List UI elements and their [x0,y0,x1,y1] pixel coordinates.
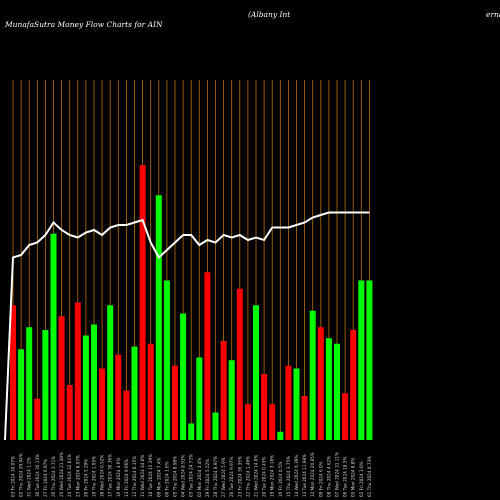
x-tick-labels: 03 Fri 2024 10.07% 02 Thu 2024 29.94% 31 W… [11,452,372,497]
x-tick-label: 14 Wed 2024 6.39% [294,455,299,497]
money-flow-bar [42,330,49,440]
x-tick-label: 04 Wed 2024 8.91% [181,455,186,497]
x-tick-label: 09 Mon 2024 7.4% [156,458,161,497]
x-tick-label: 22 Thu 2024 1.46% [245,456,250,497]
money-flow-bar [285,365,292,440]
money-flow-bar [26,327,33,440]
x-tick-label: 11 Wed 2024 44.0% [140,455,145,497]
x-tick-label: 02 Thu 2024 29.94% [19,453,24,497]
x-tick-label: 17 Tue 2024 30.36% [108,454,113,497]
x-tick-label: 18 Wed 2024 0.52% [100,455,105,497]
money-flow-bar [253,305,259,440]
x-tick-label: 02 Fri 2024 3.0% [359,461,364,497]
money-flow-bar [220,341,227,440]
grid-lines [12,80,370,440]
money-flow-bar [155,195,162,440]
x-tick-label: 02 Mon 2024 3.4% [197,458,202,497]
x-tick-label: 29 Fri 2024 5.52% [205,459,210,497]
money-flow-bar [228,360,235,440]
x-tick-label: 19 Thu 2024 1.95% [92,456,97,497]
money-flow-bar [107,305,114,440]
x-tick-label: 30 Tue 2024 35.13% [35,454,40,497]
x-tick-label: 13 Tue 2024 11.98% [302,454,307,497]
site-title: MunafaSutra Money Flow Charts for AIN [5,20,163,29]
x-tick-label: 20 Tue 2024 0.43% [262,457,267,497]
x-tick-label: 13 Fri 2024 9.66% [124,459,129,497]
money-flow-bar [131,346,138,440]
x-tick-label: 06 Tue 2024 18.5% [343,457,348,497]
x-tick-label: 12 Thu 2024 0.35% [132,456,137,497]
money-flow-bar [10,305,16,440]
x-tick-label: 12 Mon 2024 20.85% [310,452,315,497]
money-flow-bar [180,313,187,440]
money-flow-bars [10,165,373,440]
x-tick-label: 09 Fri 2024 6.0% [318,461,323,497]
money-flow-bar [325,338,332,440]
money-flow-bar [277,431,284,440]
money-flow-bar [99,368,106,440]
money-flow-bar [50,233,57,440]
money-flow-bar [147,343,154,440]
money-flow-bar [115,354,122,440]
money-flow-bar [172,365,178,440]
money-flow-bar [82,335,89,440]
x-tick-label: 27 Wed 2024 5.9% [221,457,226,497]
x-tick-label: 28 Thu 2024 8.97% [213,456,218,497]
money-flow-bar [91,324,97,440]
money-flow-bar [293,368,300,440]
money-flow-bar [123,390,130,440]
x-tick-label: 23 Fri 2024 36.35% [237,456,242,497]
money-flow-bar [350,330,357,440]
x-tick-label: 24 Tue 2024 32.01% [67,454,72,497]
money-flow-bar [236,288,243,440]
money-flow-bar [342,393,349,440]
money-flow-bar [358,280,365,440]
x-tick-label: 21 Wed 2024 14.0% [254,455,259,497]
money-flow-bar [204,272,211,440]
money-flow-bar [34,398,41,440]
price-line [4,211,370,441]
x-tick-label: 16 Mon 2024 4.6% [116,458,121,497]
money-flow-bar [139,165,146,440]
x-tick-label: 23 Mon 2024 8.97% [75,455,80,497]
x-tick-label: 15 Thu 2024 3.75% [286,456,291,497]
money-flow-bar [301,396,308,440]
x-tick-label: 31 Wed 2024 1.2% [27,457,32,497]
money-flow-bar [66,385,73,440]
x-tick-label: 26 Thu 2024 3.71% [51,456,56,497]
money-flow-bar [163,280,170,440]
money-flow-bar [261,374,268,440]
x-tick-label: 10 Tue 2024 15.39% [148,454,153,497]
money-flow-bar [212,412,219,440]
x-tick-label: 03 Tue 2024 24.72% [189,454,194,497]
money-flow-bar [366,280,373,440]
x-tick-label: 05 Mon 2024 8.8% [351,458,356,497]
money-flow-bar [74,302,81,440]
money-flow-bar [188,423,195,440]
x-tick-label: 19 Mon 2024 3.18% [270,455,275,497]
money-flow-bar [58,316,65,440]
x-tick-label: 25 Wed 2024 21.48% [59,452,64,497]
x-tick-label: 05 Thu 2024 8.98% [173,456,178,497]
money-flow-bar [269,404,276,440]
money-flow-bar [309,310,316,440]
x-tick-label: 07 Wed 2024 31.11% [335,452,340,497]
x-tick-label: 20 Fri 2024 5.29% [83,459,88,497]
money-flow-bar [317,327,324,440]
x-tick-label: 26 Tue 2024 9.97% [229,457,234,497]
money-flow-bar [196,357,203,440]
x-tick-label: 03 Fri 2024 10.07% [11,456,16,497]
x-tick-label: 27 Fri 2024 6.97% [43,459,48,497]
company-name-overflow: erna [486,10,500,19]
x-tick-label: 08 Thu 2024 4.62% [326,456,331,497]
money-flow-bar [18,349,25,440]
price-line-group [4,211,370,441]
company-name: (Albany Int [248,10,291,19]
money-flow-bar [244,404,251,440]
x-tick-label: 06 Fri 2024 1.6% [164,461,169,497]
x-tick-label: 16 Fri 2024 0.5% [278,461,283,497]
x-tick-label: 01 Thu 2024 0.73% [367,456,372,497]
money-flow-bar [334,343,340,440]
